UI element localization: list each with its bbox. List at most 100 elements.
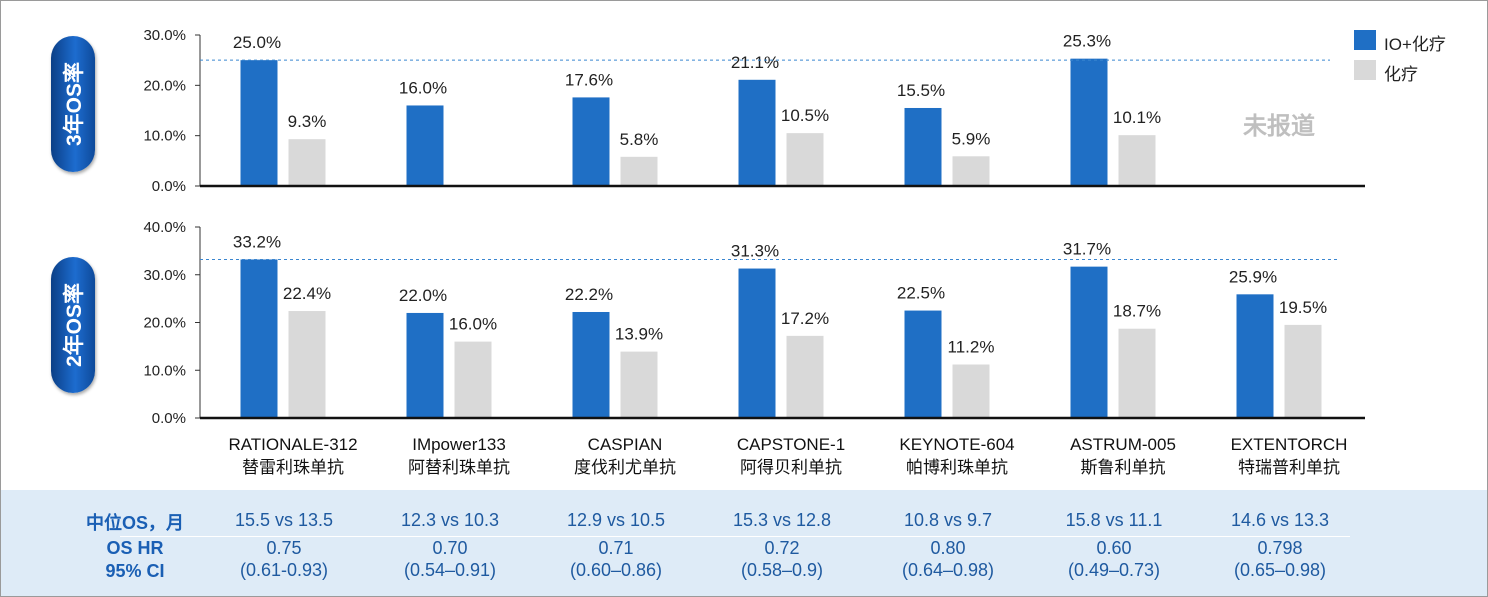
data-label: 18.7%	[1113, 302, 1161, 321]
data-label: 11.2%	[948, 338, 995, 357]
trial-name: EXTENTORCH	[1230, 435, 1348, 454]
y-tick-label: 0.0%	[152, 178, 186, 195]
data-label: 10.5%	[781, 106, 829, 125]
data-label: 17.6%	[565, 70, 613, 89]
data-label: 22.5%	[897, 284, 945, 303]
y-tick-label: 20.0%	[143, 315, 186, 332]
drug-name: 度伐利尤单抗	[574, 458, 676, 477]
hr-ci-cell: 0.72 (0.58–0.9)	[692, 537, 872, 581]
ci-value: (0.60–0.86)	[569, 560, 663, 580]
bar-io	[1236, 294, 1274, 418]
median-os-cell: 14.6 vs 13.3	[1230, 510, 1330, 530]
hr-value: 0.70	[432, 538, 468, 558]
summary-table-background	[1, 490, 1487, 596]
bar-io	[406, 312, 444, 418]
data-label: 33.2%	[233, 232, 281, 251]
data-label: 31.7%	[1063, 240, 1111, 259]
bar-chemo	[786, 133, 824, 186]
drug-name: 阿得贝利单抗	[740, 458, 842, 477]
table-divider	[120, 536, 1350, 537]
bar-io	[904, 310, 942, 418]
median-os-cell: 10.8 vs 9.7	[903, 510, 993, 530]
bar-chemo	[620, 351, 658, 418]
category-label: CAPSTONE-1 阿得贝利单抗	[701, 433, 881, 479]
data-label: 22.0%	[399, 286, 447, 305]
y-tick-label: 40.0%	[143, 219, 186, 236]
bar-chemo	[1118, 135, 1156, 186]
bar-io	[738, 79, 776, 186]
panel-label-2yr: 2年OS率	[51, 257, 95, 393]
legend-chemo-label: 化疗	[1384, 65, 1418, 84]
y-tick-label: 10.0%	[143, 362, 186, 379]
bar-chemo	[1284, 324, 1322, 418]
ci-value: (0.54–0.91)	[403, 560, 497, 580]
hr-ci-cell: 0.70 (0.54–0.91)	[360, 537, 540, 581]
hr-value: 0.75	[266, 538, 302, 558]
trial-name: KEYNOTE-604	[899, 435, 1015, 454]
row-label-median-os: 中位OS，月	[85, 513, 184, 533]
data-label: 16.0%	[449, 315, 497, 334]
data-label: 13.9%	[615, 325, 663, 344]
median-os-cell: 12.9 vs 10.5	[566, 510, 666, 530]
bar-chemo	[288, 139, 326, 186]
bar-io	[1070, 58, 1108, 187]
bar-io	[406, 105, 444, 186]
data-label: 5.8%	[620, 130, 659, 149]
data-label: 25.9%	[1229, 267, 1277, 286]
hr-value: 0.60	[1096, 538, 1132, 558]
hr-ci-cell: 0.71 (0.60–0.86)	[526, 537, 706, 581]
data-label: 22.4%	[283, 284, 331, 303]
data-label: 25.0%	[233, 33, 281, 52]
data-label: 9.3%	[288, 112, 327, 131]
trial-name: IMpower133	[412, 435, 506, 454]
hr-ci-cell: 0.60 (0.49–0.73)	[1024, 537, 1204, 581]
bar-io	[904, 107, 942, 186]
legend-io-label: IO+化疗	[1384, 35, 1446, 54]
median-os-cell: 15.8 vs 11.1	[1065, 510, 1163, 530]
bar-io	[572, 311, 610, 418]
category-label: KEYNOTE-604 帕博利珠单抗	[867, 433, 1047, 479]
category-label: CASPIAN 度伐利尤单抗	[535, 433, 715, 479]
hr-value: 0.798	[1257, 538, 1303, 558]
hr-value: 0.80	[930, 538, 966, 558]
bar-chemo	[952, 156, 990, 186]
category-label: EXTENTORCH 特瑞普利单抗	[1199, 433, 1379, 479]
data-label: 25.3%	[1063, 32, 1111, 51]
hr-ci-cell: 0.798 (0.65–0.98)	[1190, 537, 1370, 581]
data-label: 19.5%	[1279, 298, 1327, 317]
median-os-cell: 15.5 vs 13.5	[234, 510, 334, 530]
row-label-95ci: 95% CI	[105, 561, 165, 581]
panel-label-2yr-text: 2年OS率	[63, 282, 86, 368]
bar-io	[572, 97, 610, 186]
bar-chemo	[454, 341, 492, 418]
median-os-cell: 12.3 vs 10.3	[400, 510, 500, 530]
trial-name: RATIONALE-312	[228, 435, 358, 454]
unreported-note: 未报道	[1243, 113, 1315, 140]
category-label: ASTRUM-005 斯鲁利单抗	[1033, 433, 1213, 479]
y-tick-label: 30.0%	[143, 267, 186, 284]
ci-value: (0.64–0.98)	[901, 560, 995, 580]
y-tick-label: 0.0%	[152, 410, 186, 427]
data-label: 5.9%	[952, 129, 991, 148]
legend-chemo-swatch	[1354, 60, 1376, 80]
data-label: 15.5%	[897, 81, 945, 100]
row-label-os-hr: OS HR	[106, 538, 164, 558]
median-os-cell: 15.3 vs 12.8	[732, 510, 832, 530]
trial-name: ASTRUM-005	[1070, 435, 1176, 454]
drug-name: 阿替利珠单抗	[408, 458, 510, 477]
data-label: 17.2%	[781, 309, 829, 328]
data-label: 16.0%	[399, 78, 447, 97]
ci-value: (0.58–0.9)	[740, 560, 824, 580]
drug-name: 帕博利珠单抗	[906, 458, 1008, 477]
y-tick-label: 20.0%	[143, 77, 186, 94]
data-label: 10.1%	[1113, 108, 1161, 127]
ci-value: (0.65–0.98)	[1233, 560, 1327, 580]
legend-io-swatch	[1354, 30, 1376, 50]
hr-value: 0.72	[764, 538, 800, 558]
bar-chemo	[952, 364, 990, 418]
hr-value: 0.71	[598, 538, 634, 558]
panel-label-3yr: 3年OS率	[51, 36, 95, 172]
bar-io	[240, 259, 278, 418]
data-label: 31.3%	[731, 242, 779, 261]
